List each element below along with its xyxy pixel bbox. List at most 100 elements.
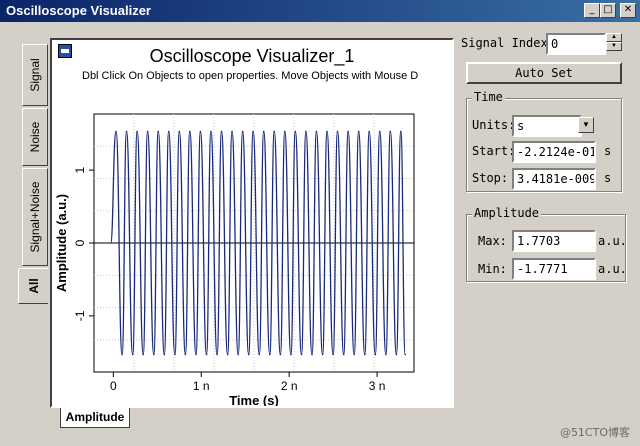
data-point: [115, 130, 117, 133]
signal-tabs: Signal Noise Signal+Noise All: [18, 44, 50, 304]
data-point: [252, 130, 254, 133]
data-point: [167, 130, 170, 133]
tab-amplitude[interactable]: Amplitude: [60, 408, 130, 428]
data-point: [404, 353, 407, 356]
data-point: [300, 353, 303, 356]
data-point: [226, 353, 229, 356]
min-unit: a.u.: [598, 262, 627, 276]
data-point: [184, 353, 187, 356]
x-axis-label: Time (s): [229, 393, 279, 406]
data-point: [305, 130, 307, 133]
plot-panel: Oscilloscope Visualizer_1 Dbl Click On O…: [50, 38, 454, 408]
data-point: [231, 130, 233, 133]
maximize-button[interactable]: □: [600, 3, 616, 18]
data-point: [326, 130, 328, 133]
data-point: [400, 130, 402, 133]
y-axis-label: Amplitude (a.u.): [54, 194, 69, 292]
auto-set-button[interactable]: Auto Set: [466, 62, 622, 84]
signal-index-spinner[interactable]: ▲ ▼: [606, 33, 622, 51]
data-point: [152, 353, 155, 356]
data-point: [199, 130, 202, 133]
data-point: [241, 130, 244, 133]
data-point: [279, 353, 282, 356]
start-field[interactable]: -2.2124e-010: [512, 141, 596, 163]
max-field[interactable]: 1.7703: [512, 230, 596, 252]
data-point: [157, 130, 159, 133]
start-unit: s: [604, 144, 612, 158]
data-point: [210, 130, 212, 133]
y-tick-label: 1: [73, 166, 87, 173]
start-label: Start:: [472, 144, 516, 158]
close-button[interactable]: ✕: [620, 3, 636, 18]
data-point: [178, 130, 181, 133]
data-point: [237, 353, 239, 356]
data-point: [146, 130, 149, 133]
time-group: [466, 98, 622, 192]
data-point: [378, 130, 381, 133]
data-point: [220, 130, 223, 133]
tab-label: Noise: [28, 121, 42, 153]
data-point: [283, 130, 286, 133]
min-field[interactable]: -1.7771: [512, 258, 596, 280]
visualizer-icon: [58, 44, 72, 58]
data-point: [294, 130, 297, 133]
tab-label: All: [26, 278, 41, 294]
spin-down-icon[interactable]: ▼: [606, 42, 622, 51]
window-body: Signal Noise Signal+Noise All Oscillosco…: [0, 22, 640, 446]
data-point: [347, 130, 349, 133]
data-point: [163, 353, 166, 356]
data-point: [125, 130, 128, 133]
x-tick-label: 0: [110, 379, 117, 393]
data-point: [342, 353, 345, 356]
data-point: [374, 353, 377, 356]
tab-signal[interactable]: Signal: [22, 44, 48, 106]
signal-trace: [110, 130, 406, 356]
data-point: [121, 353, 123, 356]
watermark: @51CTO博客: [559, 426, 630, 439]
data-point: [109, 242, 112, 244]
data-point: [332, 353, 334, 356]
data-point: [357, 130, 360, 133]
data-point: [195, 353, 197, 356]
chevron-down-icon[interactable]: ▼: [578, 117, 594, 133]
plot-title: Oscilloscope Visualizer_1: [149, 46, 355, 66]
amplitude-group: [466, 214, 626, 282]
data-point: [205, 353, 208, 356]
plot-hint: Dbl Click On Objects to open properties.…: [82, 70, 419, 82]
data-point: [258, 353, 261, 356]
amplitude-group-label: Amplitude: [472, 206, 542, 220]
stop-label: Stop:: [472, 171, 509, 185]
data-point: [389, 130, 392, 133]
signal-index-label: Signal Index:: [461, 36, 555, 50]
x-tick-label: 1 n: [193, 379, 210, 393]
spin-up-icon[interactable]: ▲: [606, 33, 622, 42]
signal-index-field[interactable]: 0: [546, 33, 606, 55]
data-point: [174, 353, 176, 356]
tab-signal-noise[interactable]: Signal+Noise: [22, 168, 48, 266]
y-tick-label: 0: [73, 239, 87, 246]
data-point: [368, 130, 370, 133]
units-select[interactable]: s: [512, 115, 582, 137]
tab-label: Signal+Noise: [28, 181, 42, 253]
tab-label: Signal: [28, 58, 42, 92]
data-point: [273, 130, 276, 133]
data-point: [321, 353, 324, 356]
data-point: [269, 353, 271, 356]
x-tick-label: 2 n: [281, 379, 298, 393]
data-point: [336, 130, 339, 133]
title-bar: Oscilloscope Visualizer _ □ ✕: [0, 0, 640, 22]
data-point: [315, 130, 318, 133]
minimize-button[interactable]: _: [584, 3, 600, 18]
stop-field[interactable]: 3.4181e-009: [512, 168, 596, 190]
oscilloscope-chart[interactable]: 0 1 n 2 n 3 n 1 0 -1 Time (s) Amplitude (a.u.): [52, 40, 452, 406]
data-point: [290, 353, 292, 356]
data-point: [247, 353, 250, 356]
stop-unit: s: [604, 171, 612, 185]
min-label: Min:: [478, 262, 507, 276]
tab-noise[interactable]: Noise: [22, 108, 48, 166]
tab-all[interactable]: All: [18, 268, 48, 304]
data-point: [385, 353, 387, 356]
y-tick-label: -1: [73, 310, 87, 321]
data-point: [136, 130, 138, 133]
max-unit: a.u.: [598, 234, 627, 248]
